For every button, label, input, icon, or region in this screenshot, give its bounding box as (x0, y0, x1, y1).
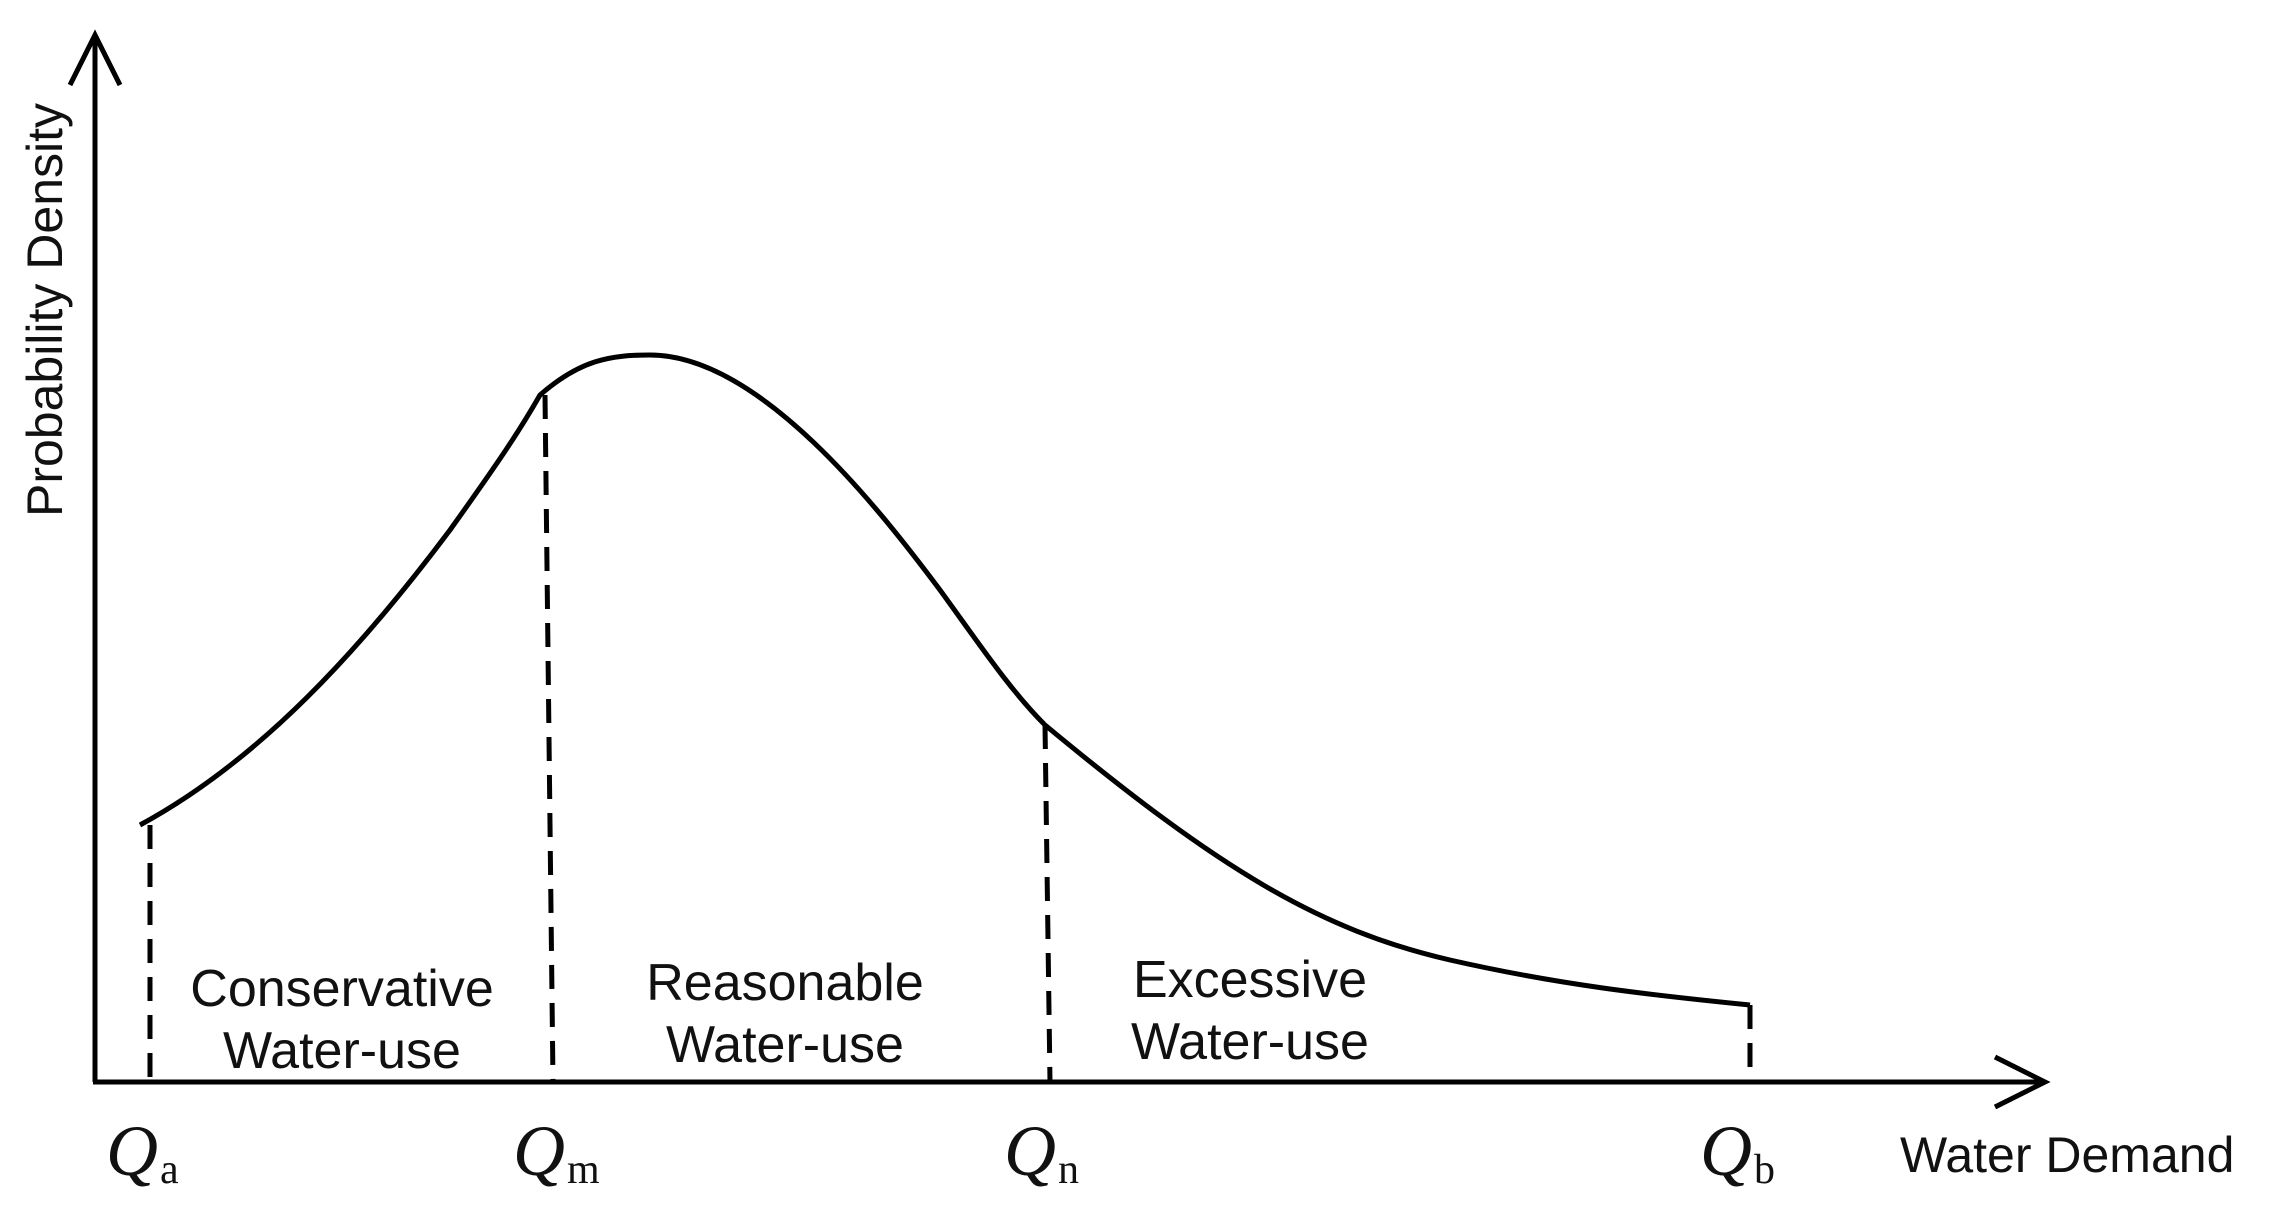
y-axis-arrow (67, 29, 123, 87)
marker-qb-subscript: b (1754, 1147, 1775, 1193)
x-axis-label: Water Demand (1900, 1127, 2234, 1183)
marker-qa: Qa (106, 1111, 179, 1193)
region-label-excessive-line2: Water-use (1131, 1013, 1369, 1071)
marker-qm-symbol: Q (513, 1111, 565, 1191)
marker-qa-subscript: a (160, 1147, 179, 1193)
marker-qm-subscript: m (567, 1147, 600, 1193)
region-label-excessive-line1: Excessive (1133, 951, 1367, 1009)
boundary-qm (542, 394, 556, 1083)
boundary-qn (1042, 724, 1053, 1083)
marker-qm: Qm (513, 1111, 600, 1193)
marker-qa-symbol: Q (106, 1111, 158, 1191)
marker-qn-symbol: Q (1004, 1111, 1056, 1191)
region-label-conservative-line2: Water-use (223, 1022, 461, 1080)
marker-qb-symbol: Q (1700, 1111, 1752, 1191)
marker-qn-subscript: n (1058, 1147, 1079, 1193)
y-axis-label: Probability Density (17, 103, 73, 517)
marker-qb: Qb (1700, 1111, 1775, 1193)
x-axis-arrow (1993, 1054, 2051, 1110)
density-curve (138, 352, 1751, 1008)
marker-qn: Qn (1004, 1111, 1079, 1193)
region-label-reasonable-line1: Reasonable (646, 954, 924, 1012)
region-label-conservative-line1: Conservative (190, 960, 493, 1018)
region-label-reasonable-line2: Water-use (666, 1016, 904, 1074)
